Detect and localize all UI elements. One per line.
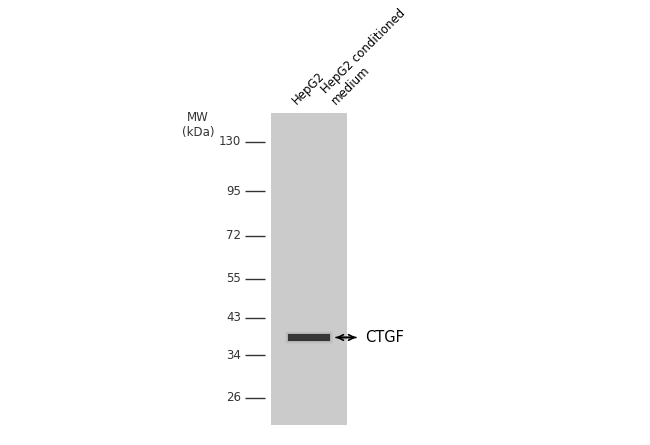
Text: MW
(kDa): MW (kDa)	[181, 111, 214, 138]
Bar	[286, 332, 332, 343]
Bar	[285, 331, 333, 344]
Text: 95: 95	[226, 185, 241, 198]
Text: HepG2: HepG2	[290, 69, 328, 107]
Bar	[288, 335, 330, 340]
Text: 26: 26	[226, 392, 241, 405]
Text: 34: 34	[226, 349, 241, 362]
Text: HepG2 conditioned
medium: HepG2 conditioned medium	[318, 7, 419, 107]
Bar	[287, 333, 331, 342]
Text: 43: 43	[226, 311, 241, 324]
Text: 72: 72	[226, 229, 241, 242]
Bar	[271, 113, 347, 425]
Text: 130: 130	[219, 135, 241, 148]
Text: CTGF: CTGF	[365, 330, 404, 345]
Text: 55: 55	[226, 272, 241, 285]
